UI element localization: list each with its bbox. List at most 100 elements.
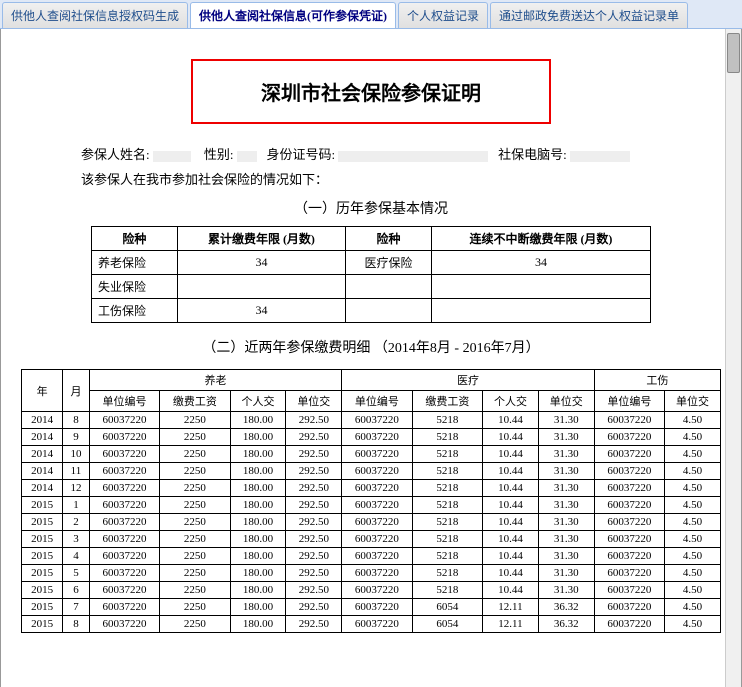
content-area: 深圳市社会保险参保证明 参保人姓名: 性别: 身份证号码: 社保电脑号: 该参保… xyxy=(0,29,742,687)
detail-cell: 60037220 xyxy=(342,565,412,582)
pc-value-redacted xyxy=(570,151,630,162)
tab-2[interactable]: 个人权益记录 xyxy=(398,2,488,28)
table-row: 失业保险 xyxy=(92,275,651,299)
gender-value-redacted xyxy=(237,151,257,162)
detail-cell: 2015 xyxy=(22,565,63,582)
detail-cell: 2015 xyxy=(22,497,63,514)
summary-cell: 34 xyxy=(177,299,346,323)
detail-cell: 2250 xyxy=(160,480,230,497)
detail-cell: 292.50 xyxy=(286,531,342,548)
detail-cell: 60037220 xyxy=(594,480,664,497)
section1-title: （一）历年参保基本情况 xyxy=(21,198,721,218)
detail-cell: 10.44 xyxy=(483,531,539,548)
table-row: 201412600372202250180.00292.506003722052… xyxy=(22,480,721,497)
summary-header: 连续不中断缴费年限 (月数) xyxy=(431,227,650,251)
detail-cell: 31.30 xyxy=(538,446,594,463)
detail-cell: 4.50 xyxy=(665,514,721,531)
detail-cell: 60037220 xyxy=(594,514,664,531)
detail-cell: 60037220 xyxy=(89,463,159,480)
summary-header: 险种 xyxy=(92,227,178,251)
tab-1[interactable]: 供他人查阅社保信息(可作参保凭证) xyxy=(190,2,396,28)
detail-header: 单位交 xyxy=(665,391,721,412)
detail-cell: 10.44 xyxy=(483,548,539,565)
detail-header: 个人交 xyxy=(230,391,286,412)
detail-cell: 2015 xyxy=(22,548,63,565)
detail-cell: 31.30 xyxy=(538,412,594,429)
detail-cell: 60037220 xyxy=(342,412,412,429)
detail-cell: 60037220 xyxy=(342,463,412,480)
detail-cell: 180.00 xyxy=(230,463,286,480)
detail-cell: 8 xyxy=(63,616,90,633)
scrollbar-thumb[interactable] xyxy=(727,33,740,73)
detail-cell: 180.00 xyxy=(230,480,286,497)
id-value-redacted xyxy=(338,151,488,162)
detail-header: 年 xyxy=(22,370,63,412)
gender-label: 性别: xyxy=(204,147,234,162)
detail-cell: 5 xyxy=(63,565,90,582)
table-row: 20156600372202250180.00292.5060037220521… xyxy=(22,582,721,599)
detail-cell: 60037220 xyxy=(89,412,159,429)
detail-cell: 60037220 xyxy=(89,565,159,582)
detail-cell: 31.30 xyxy=(538,480,594,497)
pc-label: 社保电脑号: xyxy=(498,147,567,162)
table-row: 20155600372202250180.00292.5060037220521… xyxy=(22,565,721,582)
detail-cell: 6054 xyxy=(412,616,482,633)
detail-cell: 10 xyxy=(63,446,90,463)
detail-cell: 60037220 xyxy=(342,429,412,446)
detail-cell: 60037220 xyxy=(342,582,412,599)
table-row: 20154600372202250180.00292.5060037220521… xyxy=(22,548,721,565)
detail-header: 单位编号 xyxy=(89,391,159,412)
detail-cell: 2014 xyxy=(22,480,63,497)
detail-cell: 4.50 xyxy=(665,582,721,599)
vertical-scrollbar[interactable] xyxy=(725,29,741,687)
detail-cell: 4.50 xyxy=(665,463,721,480)
detail-cell: 10.44 xyxy=(483,412,539,429)
table-row: 养老保险34医疗保险34 xyxy=(92,251,651,275)
detail-cell: 5218 xyxy=(412,480,482,497)
intro-line: 该参保人在我市参加社会保险的情况如下： xyxy=(81,169,661,188)
detail-cell: 2250 xyxy=(160,565,230,582)
detail-cell: 60037220 xyxy=(594,582,664,599)
detail-cell: 5218 xyxy=(412,446,482,463)
detail-cell: 5218 xyxy=(412,514,482,531)
detail-table: 年月养老医疗工伤单位编号缴费工资个人交单位交单位编号缴费工资个人交单位交单位编号… xyxy=(21,369,721,633)
summary-header: 险种 xyxy=(346,227,432,251)
detail-cell: 6 xyxy=(63,582,90,599)
detail-header: 缴费工资 xyxy=(160,391,230,412)
detail-cell: 31.30 xyxy=(538,463,594,480)
detail-cell: 4.50 xyxy=(665,429,721,446)
detail-cell: 4.50 xyxy=(665,531,721,548)
detail-cell: 292.50 xyxy=(286,548,342,565)
detail-cell: 31.30 xyxy=(538,429,594,446)
detail-cell: 5218 xyxy=(412,548,482,565)
detail-cell: 10.44 xyxy=(483,429,539,446)
detail-cell: 60037220 xyxy=(594,531,664,548)
tab-3[interactable]: 通过邮政免费送达个人权益记录单 xyxy=(490,2,688,28)
tab-bar: 供他人查阅社保信息授权码生成供他人查阅社保信息(可作参保凭证)个人权益记录通过邮… xyxy=(0,0,742,29)
detail-cell: 180.00 xyxy=(230,548,286,565)
detail-cell: 60037220 xyxy=(594,497,664,514)
detail-cell: 60037220 xyxy=(342,531,412,548)
table-row: 201411600372202250180.00292.506003722052… xyxy=(22,463,721,480)
detail-cell: 60037220 xyxy=(594,412,664,429)
table-row: 20152600372202250180.00292.5060037220521… xyxy=(22,514,721,531)
detail-cell: 31.30 xyxy=(538,531,594,548)
detail-cell: 2015 xyxy=(22,531,63,548)
summary-cell xyxy=(177,275,346,299)
detail-cell: 1 xyxy=(63,497,90,514)
detail-cell: 4 xyxy=(63,548,90,565)
detail-cell: 6054 xyxy=(412,599,482,616)
detail-cell: 292.50 xyxy=(286,514,342,531)
detail-cell: 60037220 xyxy=(89,582,159,599)
detail-cell: 31.30 xyxy=(538,548,594,565)
detail-cell: 60037220 xyxy=(89,446,159,463)
detail-cell: 10.44 xyxy=(483,446,539,463)
detail-cell: 60037220 xyxy=(594,599,664,616)
summary-cell xyxy=(346,299,432,323)
detail-cell: 180.00 xyxy=(230,446,286,463)
detail-cell: 292.50 xyxy=(286,463,342,480)
detail-cell: 60037220 xyxy=(342,599,412,616)
table-row: 20158600372202250180.00292.5060037220605… xyxy=(22,616,721,633)
tab-0[interactable]: 供他人查阅社保信息授权码生成 xyxy=(2,2,188,28)
detail-cell: 2014 xyxy=(22,463,63,480)
